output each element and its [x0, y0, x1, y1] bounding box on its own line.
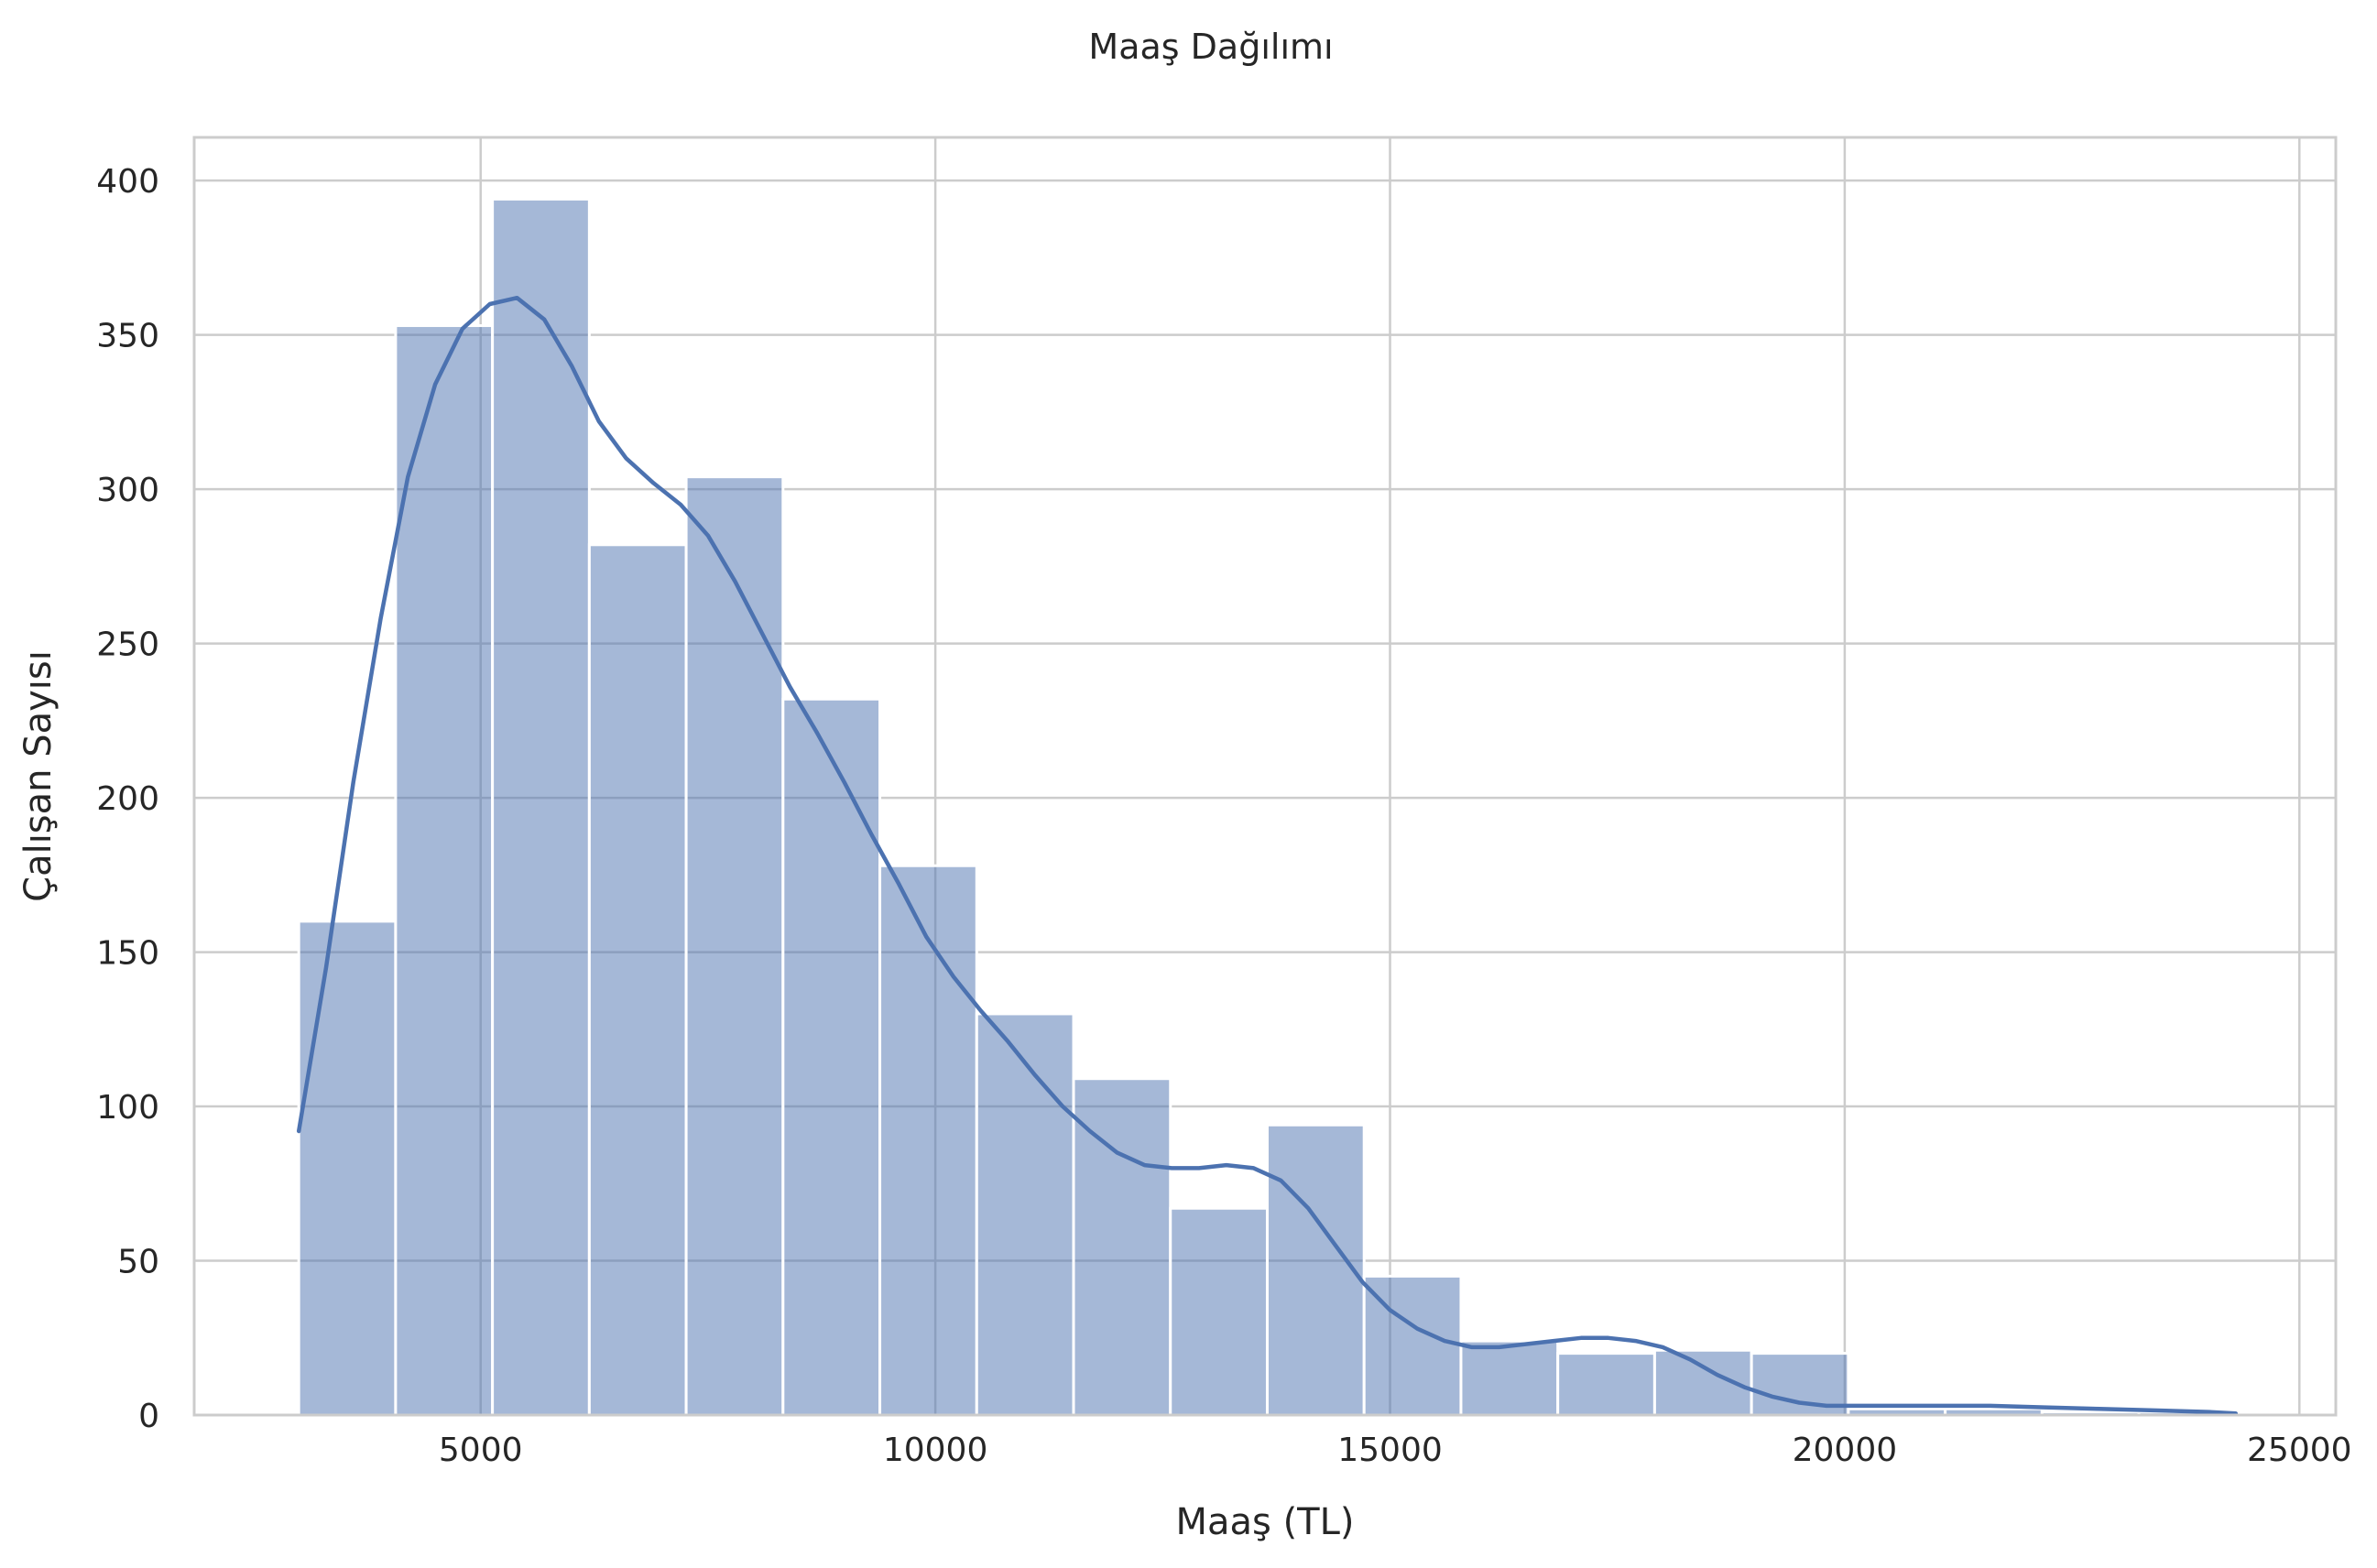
y-tick-label: 350 [96, 318, 159, 355]
y-tick-label: 200 [96, 780, 159, 818]
x-tick-label: 10000 [883, 1432, 988, 1469]
histogram-bar [491, 197, 591, 1417]
x-axis-label: Maaş (TL) [1175, 1501, 1354, 1543]
x-tick-label: 5000 [439, 1432, 523, 1469]
x-tick-label: 25000 [2247, 1432, 2352, 1469]
histogram-bars [297, 197, 2238, 1417]
y-tick-label: 250 [96, 626, 159, 664]
x-tick-label: 20000 [1793, 1432, 1898, 1469]
histogram-bar [684, 475, 785, 1417]
y-tick-labels: 0 50 100 150 200 250 300 350 400 [96, 163, 159, 1435]
y-tick-label: 0 [138, 1398, 159, 1435]
histogram-bar [1169, 1206, 1269, 1417]
kde-density-curve [296, 295, 2239, 1416]
histogram-bar [781, 697, 882, 1417]
y-axis-label: Çalışan Sayısı [17, 650, 60, 902]
x-tick-labels: 5000 10000 15000 20000 25000 [439, 1432, 2352, 1469]
histogram-bar [1556, 1352, 1656, 1417]
y-tick-label: 50 [117, 1244, 159, 1281]
y-tick-label: 100 [96, 1089, 159, 1127]
histogram-bar [297, 920, 398, 1417]
histogram-bar [394, 324, 495, 1417]
histogram-bar [587, 543, 688, 1417]
chart-title: Maaş Dağılımı [1088, 27, 1333, 67]
histogram-bar [1265, 1123, 1366, 1417]
y-tick-label: 400 [96, 163, 159, 201]
y-tick-label: 300 [96, 472, 159, 509]
histogram-bar [975, 1012, 1075, 1417]
y-tick-label: 150 [96, 935, 159, 973]
plot-frame [192, 136, 2338, 1417]
histogram-bar [878, 864, 978, 1417]
x-tick-label: 15000 [1337, 1432, 1443, 1469]
histogram-bar [1459, 1339, 1560, 1417]
